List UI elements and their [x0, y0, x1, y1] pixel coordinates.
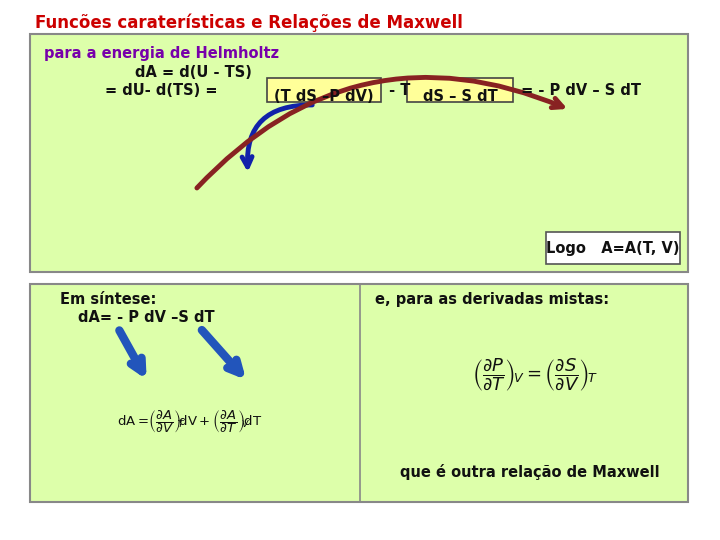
- Text: $\mathrm{dA} = \!\left(\dfrac{\partial A}{\partial V}\right)_{\!\!T}\!\! \mathrm: $\mathrm{dA} = \!\left(\dfrac{\partial A…: [117, 408, 263, 435]
- FancyBboxPatch shape: [407, 78, 513, 102]
- Text: Em síntese:: Em síntese:: [60, 292, 156, 307]
- Text: Funcões caraterísticas e Relações de Maxwell: Funcões caraterísticas e Relações de Max…: [35, 13, 463, 31]
- Text: dS – S dT: dS – S dT: [423, 89, 498, 104]
- FancyArrowPatch shape: [202, 330, 240, 373]
- FancyBboxPatch shape: [30, 34, 688, 272]
- Text: que é outra relação de Maxwell: que é outra relação de Maxwell: [400, 464, 660, 480]
- Text: dA = d(U - TS): dA = d(U - TS): [135, 65, 252, 80]
- FancyBboxPatch shape: [546, 232, 680, 264]
- Text: e, para as derivadas mistas:: e, para as derivadas mistas:: [375, 292, 609, 307]
- Text: dA= - P dV –S dT: dA= - P dV –S dT: [78, 310, 215, 325]
- FancyBboxPatch shape: [30, 284, 688, 502]
- FancyArrowPatch shape: [120, 330, 142, 372]
- Text: (T dS –P dV): (T dS –P dV): [274, 89, 374, 104]
- FancyArrowPatch shape: [242, 105, 312, 167]
- Text: = - P dV – S dT: = - P dV – S dT: [516, 83, 641, 98]
- Text: Logo   A=A(T, V): Logo A=A(T, V): [546, 240, 680, 255]
- Text: para a energia de Helmholtz: para a energia de Helmholtz: [44, 46, 279, 61]
- Text: - T: - T: [384, 83, 415, 98]
- FancyArrowPatch shape: [197, 77, 562, 188]
- Text: $\left(\dfrac{\partial P}{\partial T}\right)_{\!V} = \left(\dfrac{\partial S}{\p: $\left(\dfrac{\partial P}{\partial T}\ri…: [472, 356, 598, 394]
- Text: = dU- d(TS) =: = dU- d(TS) =: [105, 83, 222, 98]
- FancyBboxPatch shape: [267, 78, 381, 102]
